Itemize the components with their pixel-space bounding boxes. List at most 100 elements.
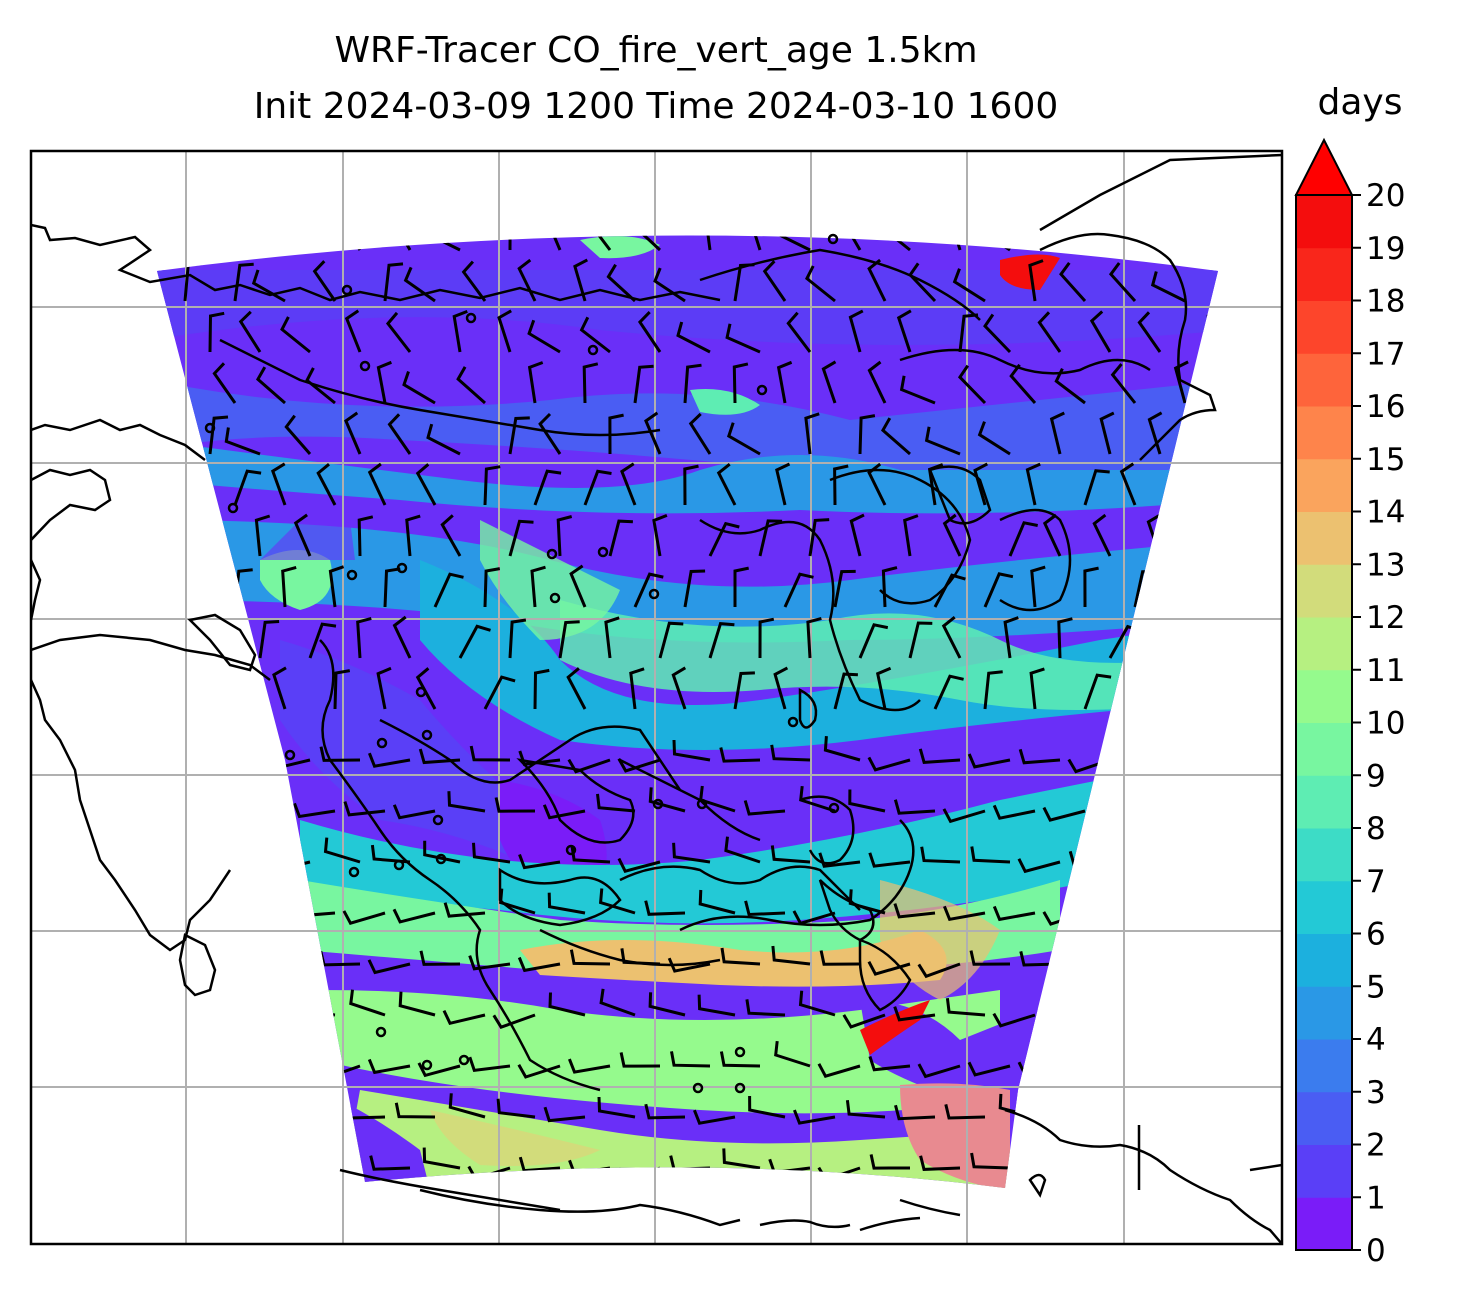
wind-barb xyxy=(806,616,822,659)
wind-barb xyxy=(793,1109,836,1125)
wind-barb xyxy=(672,739,711,762)
wind-barb xyxy=(604,616,620,659)
colorbar-tick-label: 8 xyxy=(1366,811,1386,847)
wind-barb xyxy=(212,362,237,404)
wind-barb xyxy=(1099,411,1115,455)
wind-barb xyxy=(944,1104,986,1120)
wind-barb xyxy=(440,514,462,557)
wind-barb xyxy=(547,892,586,915)
colorbar-tick-label: 15 xyxy=(1366,442,1405,478)
wind-barb xyxy=(973,462,989,506)
wind-barb xyxy=(708,521,740,557)
wind-barb xyxy=(492,1013,536,1030)
wind-barb xyxy=(670,1051,711,1068)
wind-barb xyxy=(316,463,337,506)
wind-barb xyxy=(1147,411,1163,455)
wind-barb xyxy=(983,670,1003,710)
wind-barb xyxy=(456,366,486,405)
wind-barb xyxy=(880,417,911,456)
wind-barb xyxy=(720,947,761,966)
wind-barb xyxy=(376,360,392,404)
wind-barb xyxy=(508,519,534,557)
wind-barb xyxy=(508,416,530,455)
wind-barb xyxy=(1057,617,1073,659)
colorbar-band xyxy=(1296,933,1352,987)
wind-barb xyxy=(422,1147,461,1170)
wind-barb xyxy=(762,260,787,302)
wind-barb xyxy=(819,950,861,966)
wind-barb xyxy=(342,910,386,925)
wind-barb xyxy=(808,518,830,557)
colorbar-label: days xyxy=(1317,82,1403,123)
wind-barb xyxy=(799,785,836,813)
wind-barb xyxy=(579,316,611,354)
wind-barb xyxy=(599,888,636,915)
wind-barb xyxy=(496,1098,536,1119)
colorbar-bands xyxy=(1296,195,1352,1251)
wind-barb xyxy=(967,1061,1011,1077)
wind-barb xyxy=(497,309,512,353)
wind-barb xyxy=(858,623,889,659)
wind-barb xyxy=(943,905,986,921)
wind-barb xyxy=(770,744,811,762)
colorbar-band xyxy=(1296,458,1352,512)
colorbar-band xyxy=(1296,986,1352,1040)
wind-barb xyxy=(942,513,962,557)
wind-barb xyxy=(653,267,686,303)
wind-barb xyxy=(637,311,662,353)
wind-barb xyxy=(472,842,511,864)
wind-barb xyxy=(967,753,1011,769)
wind-barb xyxy=(426,423,461,456)
wind-barb xyxy=(1008,521,1038,557)
wind-barb xyxy=(676,321,711,354)
wind-barb xyxy=(773,666,789,710)
colorbar-tick-label: 12 xyxy=(1366,600,1405,636)
wind-barb xyxy=(732,362,749,404)
wind-barb xyxy=(893,799,936,815)
wind-barb xyxy=(848,789,886,813)
wind-barb xyxy=(652,514,668,557)
wind-barb xyxy=(775,235,811,252)
wind-barb xyxy=(845,1100,886,1119)
wind-barb xyxy=(992,804,1036,820)
wind-barb xyxy=(533,469,562,506)
wind-barb xyxy=(343,801,386,817)
wind-barb xyxy=(958,313,979,353)
wind-barb xyxy=(917,1063,961,1079)
wind-barb xyxy=(833,672,858,710)
wind-barb xyxy=(733,566,750,607)
wind-barb xyxy=(722,1148,761,1170)
wind-barb xyxy=(644,900,686,916)
wind-barb xyxy=(875,666,892,710)
wind-barb xyxy=(786,311,812,353)
colorbar-band xyxy=(1296,669,1352,723)
wind-barb xyxy=(918,748,961,764)
wind-barb xyxy=(933,674,964,710)
wind-barb xyxy=(567,758,611,774)
wind-barb xyxy=(423,840,461,864)
wind-barb xyxy=(733,263,755,302)
wind-barb xyxy=(418,748,461,765)
wind-barb xyxy=(323,837,361,864)
wind-barb xyxy=(667,957,711,973)
wind-barb xyxy=(776,360,793,404)
wind-barb xyxy=(775,462,791,506)
wind-barb xyxy=(1173,360,1189,404)
wind-barb xyxy=(933,573,966,608)
wind-barb xyxy=(433,572,464,608)
wind-barb xyxy=(868,1055,911,1072)
wind-barb xyxy=(629,667,645,710)
wind-barb xyxy=(458,624,491,659)
wind-barb xyxy=(805,265,836,303)
wind-barb xyxy=(312,260,337,302)
wind-barb xyxy=(258,620,280,659)
wind-barb xyxy=(817,1063,861,1078)
wind-barb xyxy=(344,411,362,455)
wind-barb xyxy=(415,667,437,710)
wind-barb xyxy=(977,421,1011,456)
wind-barb xyxy=(992,1012,1036,1028)
wind-barb xyxy=(867,462,887,506)
wind-barb xyxy=(233,262,254,302)
wind-barb xyxy=(517,258,537,302)
